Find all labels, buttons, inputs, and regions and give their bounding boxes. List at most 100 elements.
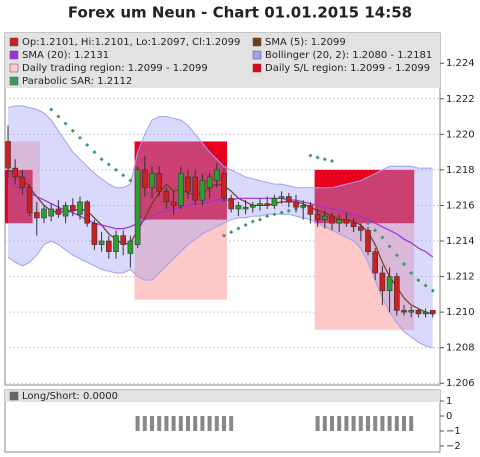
legend-swatch xyxy=(252,63,262,73)
y-tick-label: 1.206 xyxy=(446,378,475,389)
long-short-bar xyxy=(222,416,226,431)
candle-body xyxy=(163,190,170,203)
candle-body xyxy=(170,201,177,206)
long-short-bar xyxy=(358,416,363,431)
sar-dot xyxy=(78,135,82,140)
candle-body xyxy=(48,208,55,217)
bollinger-lower xyxy=(7,213,433,349)
y-tick-label: 1.220 xyxy=(446,129,475,140)
sar-dot xyxy=(258,217,262,222)
candle-body xyxy=(33,212,40,219)
candle-body xyxy=(350,222,357,228)
sar-dot xyxy=(308,153,313,158)
candle-body xyxy=(156,173,162,192)
long-short-bar xyxy=(394,416,399,431)
candle-body xyxy=(113,235,119,252)
y-tick-label: 1.224 xyxy=(446,58,475,69)
candle-body xyxy=(264,203,271,206)
y-tick-label: 1.212 xyxy=(446,272,475,283)
y-tick-label: 1.216 xyxy=(446,200,475,211)
legend-label: Daily S/L region: 1.2099 - 1.2099 xyxy=(265,63,430,74)
legend-label: Parabolic SAR: 1.2112 xyxy=(22,76,132,87)
region xyxy=(134,219,227,300)
legend-label: Long/Short: 0.0000 xyxy=(22,391,118,402)
long-short-bar xyxy=(171,416,176,431)
candle-body xyxy=(26,187,33,213)
sar-dot xyxy=(128,178,133,183)
candle-body xyxy=(120,235,126,245)
legend-label: SMA (20): 1.2131 xyxy=(22,50,109,61)
long-short-bar xyxy=(178,416,183,431)
sar-dot xyxy=(250,219,255,224)
long-short-bar xyxy=(330,416,334,431)
legend-swatch xyxy=(252,50,262,60)
candle-body xyxy=(257,203,263,206)
candle-body xyxy=(250,205,256,208)
sar-dot xyxy=(92,150,97,155)
y-tick-label: 1.222 xyxy=(446,94,475,105)
long-short-bar xyxy=(337,416,342,431)
candle-body xyxy=(221,173,227,199)
long-short-bar xyxy=(373,416,378,431)
sar-dot xyxy=(222,233,226,238)
y-tick-label: 1.218 xyxy=(446,165,475,176)
sar-dot xyxy=(409,271,414,275)
candle-body xyxy=(84,201,90,224)
candle-body xyxy=(62,205,69,217)
sar-dot xyxy=(229,230,234,235)
y-tick-label: 1.208 xyxy=(446,343,475,354)
candle-body xyxy=(401,310,407,313)
long-short-bar xyxy=(164,416,169,431)
candle-body xyxy=(365,230,371,252)
long-short-bar xyxy=(402,416,406,431)
candle-body xyxy=(55,208,62,215)
candle-body xyxy=(314,214,321,220)
legend-swatch xyxy=(9,37,19,47)
candle-body xyxy=(5,141,11,169)
candle-body xyxy=(415,310,422,315)
legend-swatch xyxy=(9,50,19,60)
sar-dot xyxy=(85,143,90,147)
long-short-bar xyxy=(193,416,198,431)
sar-dot xyxy=(380,235,385,240)
candle-body xyxy=(379,272,386,292)
bollinger-upper xyxy=(7,105,433,189)
long-short-bar xyxy=(135,416,140,431)
candle-body xyxy=(19,176,26,188)
sar-dot xyxy=(286,208,291,213)
legend-label: Bollinger (20, 2): 1.2080 - 1.2181 xyxy=(265,50,432,61)
candle-body xyxy=(300,205,307,208)
y-tick-label: −2 xyxy=(446,441,461,452)
y-tick-label: 1.210 xyxy=(446,307,475,318)
candle-body xyxy=(329,215,335,224)
sar-dot xyxy=(387,244,392,249)
candle-body xyxy=(422,311,429,315)
long-short-bar xyxy=(207,416,212,431)
long-short-bar xyxy=(344,416,349,431)
sar-dot xyxy=(416,278,421,283)
y-tick-label: 1.214 xyxy=(446,236,475,247)
candle-body xyxy=(343,219,350,224)
sar-dot xyxy=(265,214,270,219)
sar-dot xyxy=(70,128,75,133)
candle-body xyxy=(142,169,148,188)
sar-dot xyxy=(430,288,435,293)
sar-dot xyxy=(272,212,277,217)
candle-body xyxy=(321,215,328,220)
candle-body xyxy=(271,198,278,206)
candle-body xyxy=(214,169,220,181)
candle-body xyxy=(199,180,206,201)
sar-dot xyxy=(373,228,378,233)
sma-line xyxy=(7,181,434,258)
candle-body xyxy=(408,310,415,313)
candle-body xyxy=(192,176,198,201)
sar-dot xyxy=(114,167,118,172)
candle-body xyxy=(372,251,379,274)
sar-dot xyxy=(49,107,54,112)
sar-dot xyxy=(106,162,111,167)
y-tick-label: 0 xyxy=(446,411,452,422)
long-short-bar xyxy=(200,416,205,431)
sar-dot xyxy=(366,221,370,226)
legend-box xyxy=(5,33,440,88)
